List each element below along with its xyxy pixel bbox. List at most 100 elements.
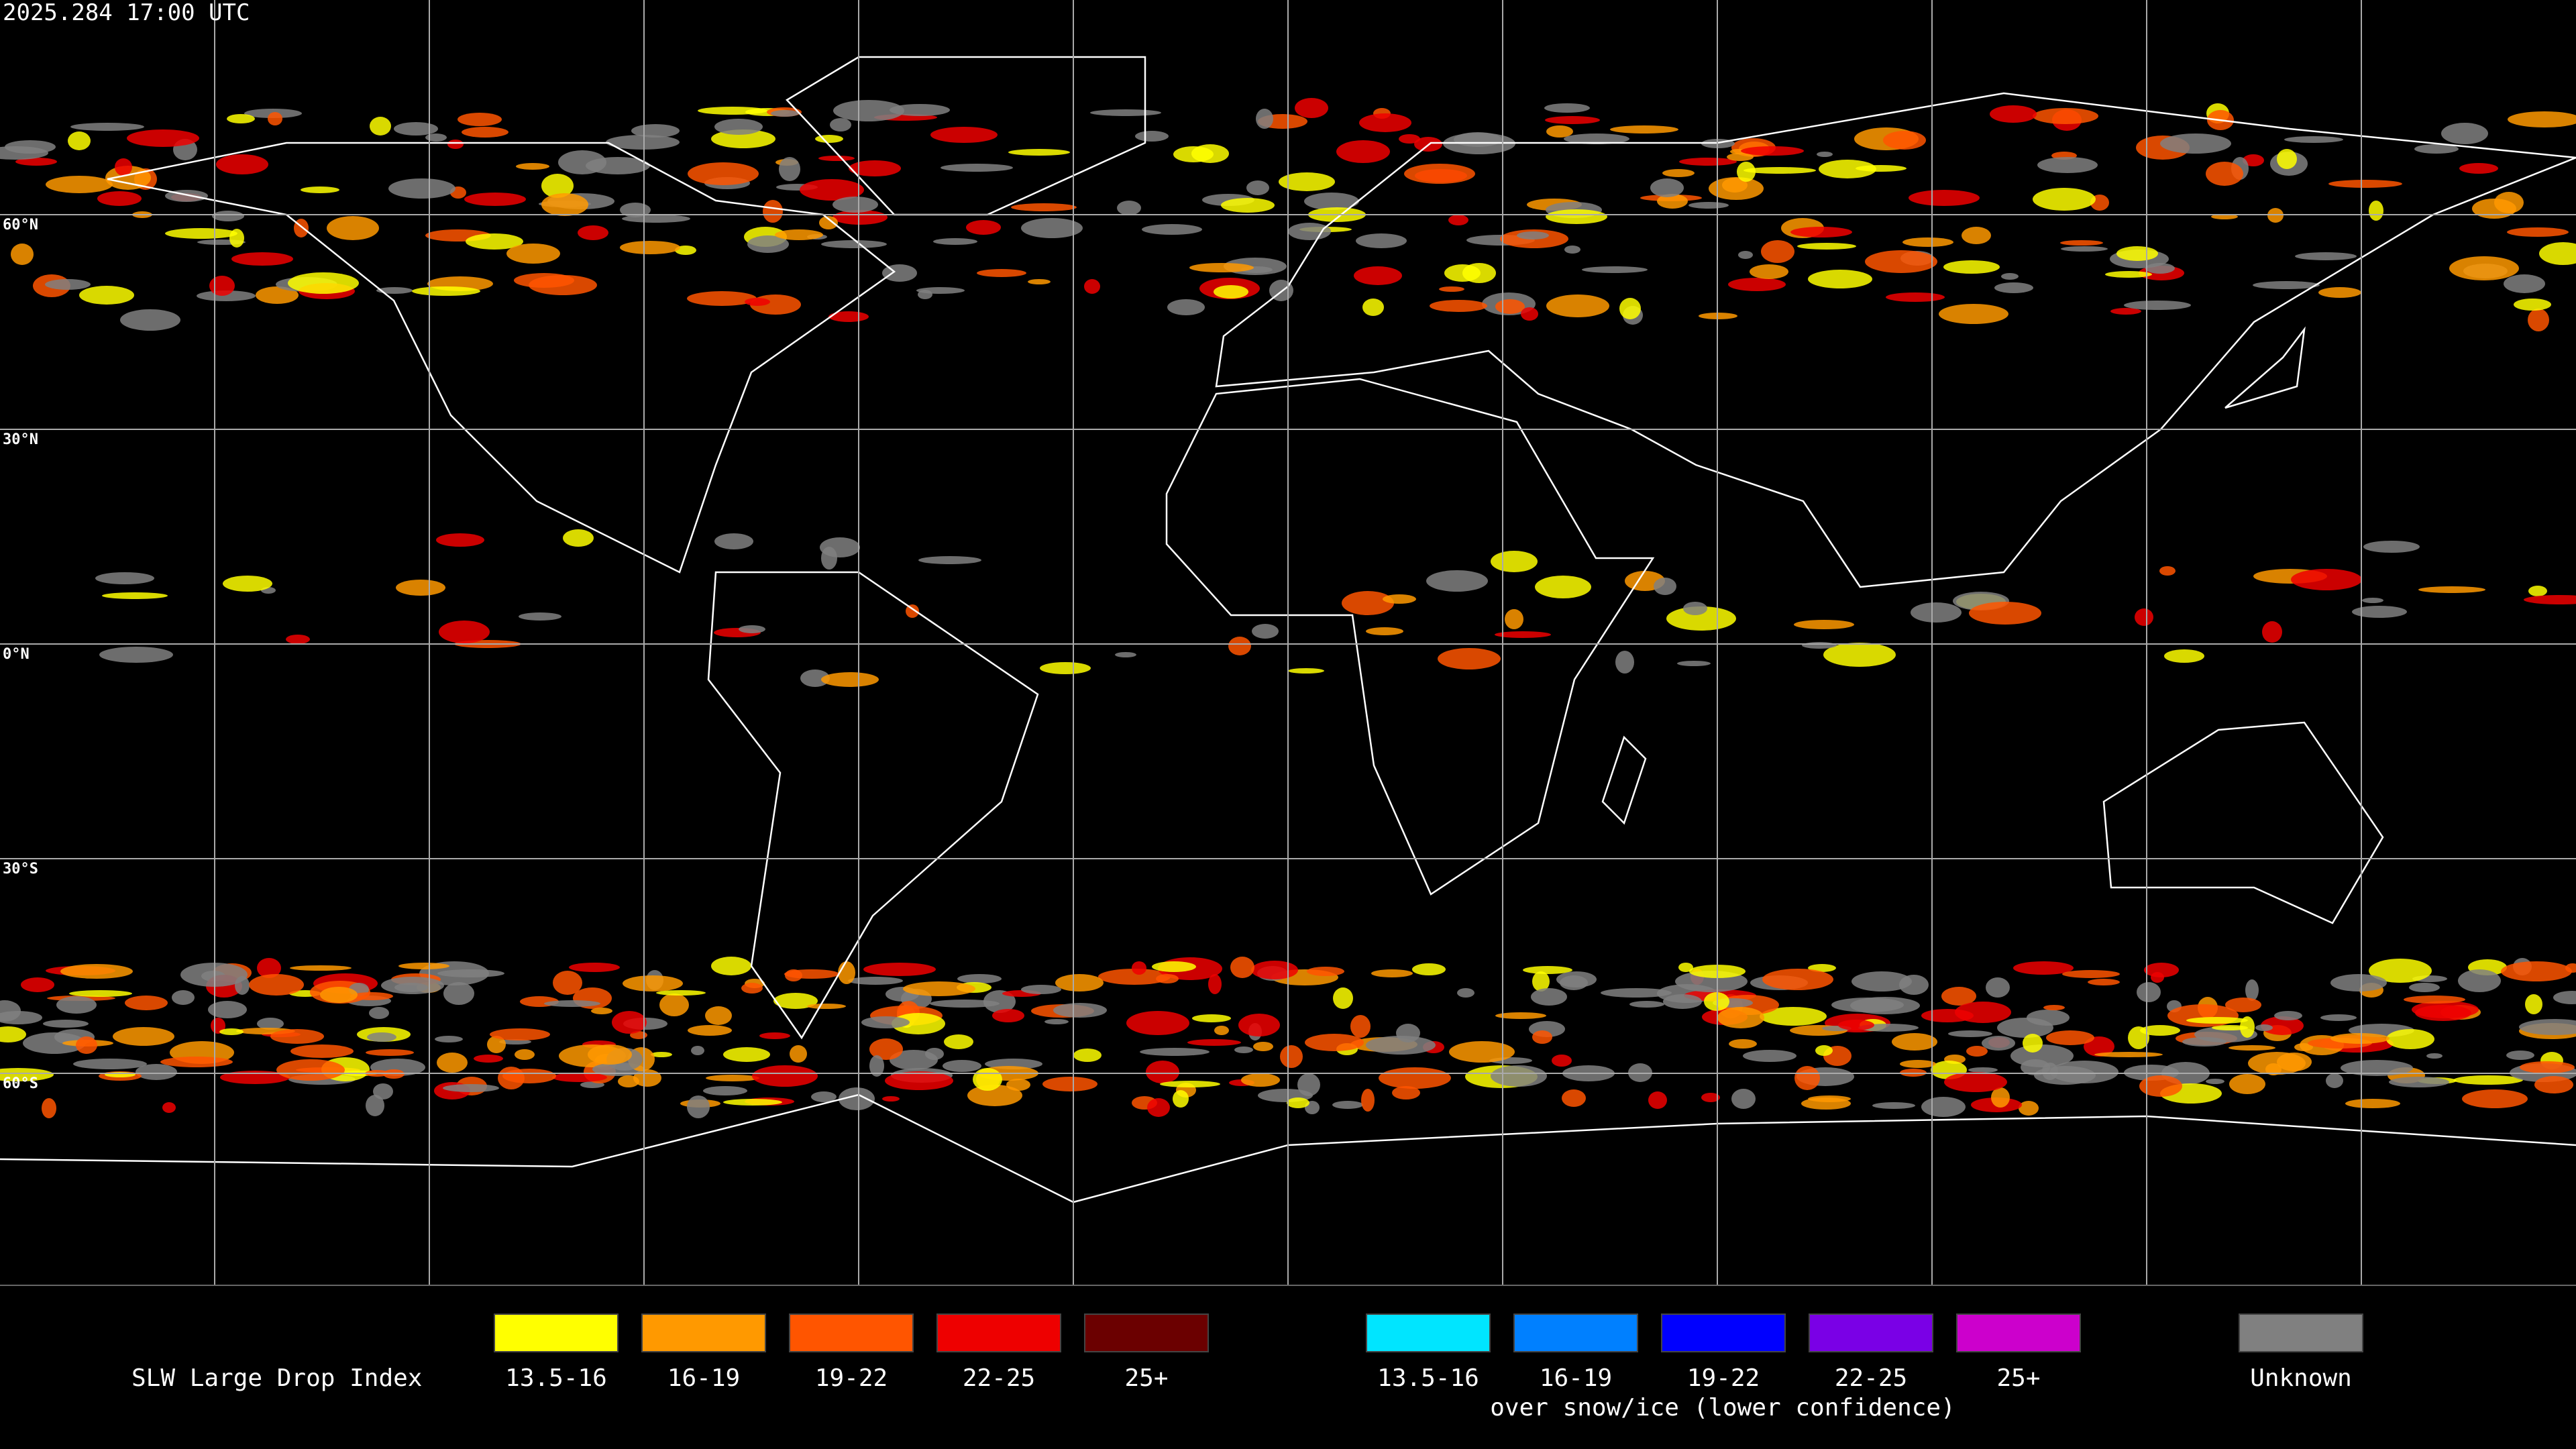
cloud-patch <box>1662 169 1695 177</box>
cloud-patch <box>227 114 255 123</box>
cloud-patch <box>436 533 484 547</box>
cloud-patch <box>1900 1060 1936 1068</box>
cloud-patch <box>1288 223 1331 240</box>
cloud-patch <box>1683 602 1707 615</box>
cloud-patch <box>903 981 975 996</box>
cloud-patch <box>2328 180 2402 188</box>
cloud-patch <box>656 990 706 996</box>
cloud-patch <box>651 1052 672 1057</box>
timestamp: 2025.284 17:00 UTC <box>3 0 250 26</box>
cloud-patch <box>2534 1076 2573 1093</box>
cloud-patch <box>2105 271 2152 278</box>
cloud-patch <box>2139 1075 2182 1097</box>
cloud-patch <box>2415 1005 2471 1021</box>
cloud-patch <box>2386 1029 2434 1049</box>
cloud-patch <box>544 1000 600 1007</box>
cloud-patch <box>45 279 91 290</box>
cloud-patch <box>1332 1101 1363 1109</box>
cloud-patch <box>1495 1012 1546 1019</box>
cloud-patch <box>2140 1025 2180 1036</box>
cloud-patch <box>1021 218 1083 238</box>
cloud-patch <box>1399 134 1420 144</box>
cloud-patch <box>2033 108 2098 124</box>
cloud-patch <box>1449 1041 1515 1063</box>
cloud-patch <box>369 1007 389 1019</box>
cloud-patch <box>1359 113 1411 132</box>
cloud-patch <box>79 286 134 305</box>
cloud-patch <box>966 220 1001 235</box>
cloud-patch <box>487 1036 506 1053</box>
cloud-patch <box>687 1095 710 1118</box>
cloud-patch <box>1601 988 1672 998</box>
cloud-patch <box>1028 279 1051 284</box>
cloud-patch <box>830 118 851 131</box>
cloud-patch <box>1214 285 1248 299</box>
cloud-patch <box>1760 1007 1827 1026</box>
cloud-patch <box>519 612 561 621</box>
cloud-patch <box>779 157 800 181</box>
cloud-patch <box>1552 1055 1572 1067</box>
cloud-patch <box>863 963 936 976</box>
cloud-patch <box>1253 1042 1273 1051</box>
cloud-patch <box>1523 966 1572 974</box>
cloud-patch <box>1304 193 1359 210</box>
cloud-patch <box>811 1091 837 1102</box>
cloud-patch <box>2013 961 2074 975</box>
cloud-patch <box>1865 250 1937 273</box>
cloud-patch <box>394 983 428 992</box>
cloud-patch <box>1517 231 1549 239</box>
cloud-patch <box>2229 1074 2265 1094</box>
cloud-patch <box>1615 651 1634 674</box>
cloud-patch <box>659 994 689 1016</box>
cloud-patch <box>745 298 770 306</box>
cloud-patch <box>739 625 765 633</box>
cloud-patch <box>1208 974 1222 994</box>
cloud-patch <box>376 287 413 294</box>
cloud-patch <box>2062 970 2120 978</box>
cloud-patch <box>541 174 574 198</box>
cloud-patch <box>2262 621 2282 643</box>
cloud-patch <box>1535 576 1591 598</box>
coastline <box>2102 721 2384 924</box>
cloud-patch <box>2369 959 2432 983</box>
cloud-patch <box>160 1057 233 1067</box>
cloud-patch <box>231 252 293 266</box>
cloud-patch <box>1546 125 1573 138</box>
cloud-patch <box>412 286 480 296</box>
cloud-patch <box>458 113 502 126</box>
cloud-patch <box>1872 1102 1915 1109</box>
cloud-patch <box>1117 201 1141 215</box>
cloud-patch <box>2277 149 2297 169</box>
cloud-patch <box>1366 1036 1436 1055</box>
legend-label: 22-25 <box>1835 1364 1907 1392</box>
cloud-patch <box>2033 188 2096 211</box>
cloud-patch <box>1362 299 1384 316</box>
legend-label: 13.5-16 <box>505 1364 607 1392</box>
lat-label: 30°N <box>3 431 38 448</box>
cloud-patch <box>1383 594 1416 604</box>
cloud-patch <box>1084 279 1100 294</box>
cloud-patch <box>1192 1014 1231 1022</box>
cloud-patch <box>1582 266 1648 273</box>
cloud-patch <box>113 1027 174 1046</box>
cloud-patch <box>437 969 504 977</box>
cloud-patch <box>1279 172 1335 191</box>
cloud-patch <box>1098 969 1171 985</box>
legend-swatch <box>1366 1313 1491 1352</box>
cloud-patch <box>2243 154 2264 166</box>
cloud-patch <box>1040 662 1091 674</box>
cloud-patch <box>2046 1030 2094 1045</box>
snow-note: over snow/ice (lower confidence) <box>1490 1394 1955 1421</box>
cloud-patch <box>2472 199 2516 219</box>
cloud-patch <box>270 1029 324 1044</box>
coastline <box>1165 378 1655 896</box>
cloud-patch <box>563 529 594 547</box>
cloud-patch <box>2341 1060 2413 1076</box>
cloud-patch <box>1140 1048 1210 1056</box>
cloud-patch <box>1142 224 1202 235</box>
cloud-patch <box>588 1044 632 1065</box>
cloud-patch <box>73 1059 147 1069</box>
cloud-patch <box>1902 237 1953 247</box>
legend-swatch <box>2239 1313 2363 1352</box>
cloud-patch <box>930 1000 1000 1008</box>
